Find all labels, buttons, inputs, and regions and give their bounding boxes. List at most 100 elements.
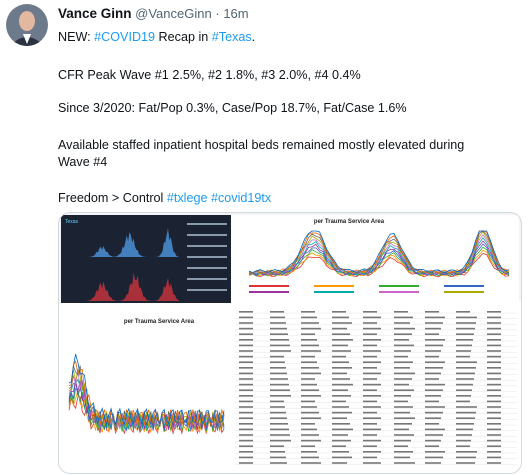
decoration	[456, 417, 475, 419]
panel-title: per Trauma Service Area	[314, 219, 385, 225]
hashtag[interactable]: #covid19tx	[210, 191, 272, 205]
decoration	[270, 451, 285, 453]
decoration	[363, 423, 377, 425]
decoration	[301, 439, 321, 442]
decoration	[69, 272, 179, 301]
decoration	[249, 285, 289, 287]
decoration	[363, 439, 381, 442]
tweet-image[interactable]: Texas per Trauma Service Area per Trauma…	[58, 212, 522, 474]
decoration	[425, 428, 445, 431]
decoration	[301, 372, 321, 375]
decoration	[270, 462, 287, 464]
decoration	[239, 327, 253, 330]
decoration	[332, 423, 350, 425]
decoration	[487, 367, 501, 369]
decoration	[425, 456, 443, 459]
decoration	[425, 355, 439, 358]
decoration	[487, 378, 501, 380]
decoration	[270, 333, 288, 335]
decoration	[456, 327, 475, 330]
decoration	[444, 291, 484, 293]
decoration	[394, 383, 409, 386]
text-line: Wave #4	[58, 155, 107, 169]
decoration	[425, 389, 443, 391]
decoration	[301, 406, 317, 408]
decoration	[239, 411, 253, 414]
decoration	[68, 365, 225, 427]
decoration	[332, 439, 351, 442]
decoration	[425, 333, 439, 335]
decoration	[239, 428, 253, 431]
decoration	[270, 372, 287, 375]
decoration	[332, 311, 346, 313]
decoration	[394, 333, 412, 335]
decoration	[487, 355, 501, 358]
decoration	[239, 333, 253, 335]
decoration	[332, 389, 348, 391]
decoration	[332, 361, 349, 363]
decoration	[239, 372, 253, 375]
decoration	[332, 339, 353, 341]
image-content: Texas per Trauma Service Area per Trauma…	[59, 215, 521, 473]
decoration	[332, 383, 353, 386]
decoration	[487, 428, 501, 431]
decoration	[363, 445, 377, 447]
decoration	[456, 367, 476, 369]
author-handle[interactable]: @VanceGinn	[135, 6, 212, 21]
decoration	[332, 344, 348, 347]
decoration	[187, 278, 227, 280]
decoration	[270, 400, 284, 403]
decoration	[394, 322, 410, 324]
decoration	[332, 451, 349, 453]
decoration	[239, 395, 253, 397]
decoration	[332, 316, 349, 319]
decoration	[487, 389, 501, 391]
decoration	[270, 389, 290, 391]
decoration	[487, 434, 501, 436]
hashtag[interactable]: #Texas	[211, 30, 252, 44]
decoration	[301, 389, 319, 391]
author-name[interactable]: Vance Ginn	[58, 6, 132, 21]
timestamp[interactable]: 16m	[223, 6, 249, 21]
decoration	[249, 291, 289, 293]
decoration	[239, 350, 253, 352]
decoration	[187, 223, 227, 225]
hashtag[interactable]: #COVID19	[94, 30, 156, 44]
avatar[interactable]	[6, 4, 48, 46]
decoration	[487, 316, 501, 319]
decoration	[270, 445, 284, 447]
decoration	[239, 322, 253, 324]
decoration	[332, 322, 352, 324]
decoration	[239, 361, 253, 363]
text: Available staffed inpatient hospital bed…	[58, 138, 465, 152]
text: Recap in	[155, 30, 212, 44]
decoration	[487, 456, 501, 459]
decoration	[239, 344, 253, 347]
decoration	[270, 311, 284, 313]
text: CFR Peak Wave #1 2.5%, #2 1.8%, #3 2.0%,…	[58, 68, 361, 82]
decoration	[332, 445, 346, 447]
decoration	[394, 350, 411, 352]
decoration	[301, 456, 319, 459]
decoration	[332, 456, 352, 459]
decoration	[239, 400, 253, 403]
decoration	[187, 245, 227, 247]
panel	[61, 215, 231, 307]
decoration	[248, 230, 510, 274]
decoration	[363, 355, 377, 358]
decoration	[456, 400, 470, 403]
decoration	[425, 462, 441, 464]
decoration	[425, 395, 441, 397]
decoration	[394, 456, 410, 459]
decoration	[394, 406, 413, 408]
decoration	[425, 316, 445, 319]
decoration	[332, 434, 348, 436]
decoration	[270, 434, 290, 436]
decoration	[239, 383, 253, 386]
decoration	[487, 411, 501, 414]
decoration	[248, 230, 510, 274]
decoration	[363, 350, 381, 352]
decoration	[425, 406, 445, 408]
hashtag[interactable]: #txlege	[166, 191, 208, 205]
decoration	[239, 316, 253, 319]
